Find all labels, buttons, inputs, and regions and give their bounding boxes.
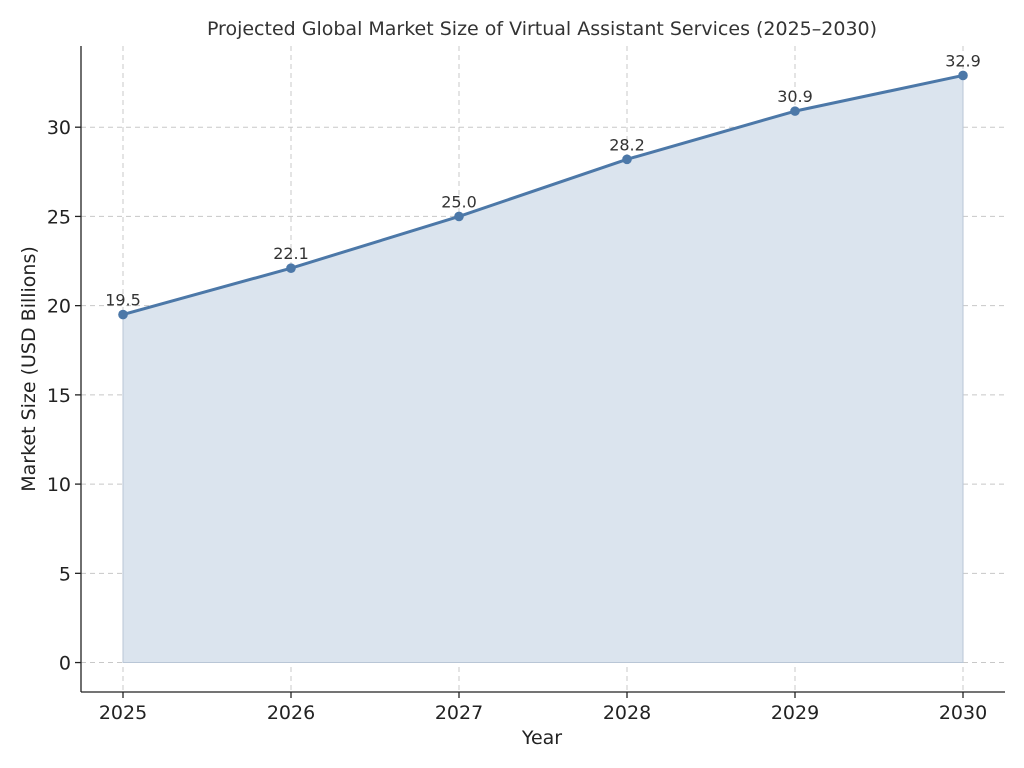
- line-layer: [122, 73, 964, 317]
- data-point: [118, 309, 128, 320]
- area-fill: [122, 74, 964, 664]
- area-layer: [122, 74, 964, 664]
- data-label: 28.2: [609, 135, 645, 154]
- y-tick-label: 25: [47, 206, 71, 228]
- x-axis-label: Year: [521, 727, 562, 749]
- data-label: 22.1: [273, 244, 309, 263]
- x-tick-label: 2028: [603, 702, 651, 724]
- x-tick-label: 2027: [435, 702, 483, 724]
- data-point: [622, 154, 632, 165]
- chart-title: Projected Global Market Size of Virtual …: [207, 18, 877, 40]
- data-label: 30.9: [777, 87, 813, 106]
- data-point: [790, 106, 800, 116]
- x-tick-label: 2030: [939, 702, 987, 724]
- data-label: 32.9: [945, 51, 981, 70]
- y-axis-label: Market Size (USD Billions): [18, 246, 40, 492]
- x-tick-label: 2026: [267, 702, 315, 724]
- x-tick-label: 2029: [771, 702, 819, 724]
- data-point: [958, 70, 968, 81]
- data-label-layer: 19.5 22.1 25.0 28.2 30.9 32.9: [105, 51, 981, 309]
- y-tick-label: 15: [47, 385, 71, 407]
- y-tick-label: 20: [47, 296, 71, 318]
- y-tick-label: 0: [59, 653, 71, 675]
- point-layer: [118, 70, 968, 320]
- y-tick-label: 5: [59, 563, 71, 585]
- y-tick-label: 10: [47, 474, 71, 496]
- y-tick-label: 30: [47, 117, 71, 139]
- data-label: 25.0: [441, 192, 477, 211]
- data-point: [286, 263, 296, 273]
- series-line: [122, 73, 964, 317]
- data-point: [454, 211, 464, 222]
- data-label: 19.5: [105, 291, 141, 310]
- x-tick-label: 2025: [99, 702, 147, 724]
